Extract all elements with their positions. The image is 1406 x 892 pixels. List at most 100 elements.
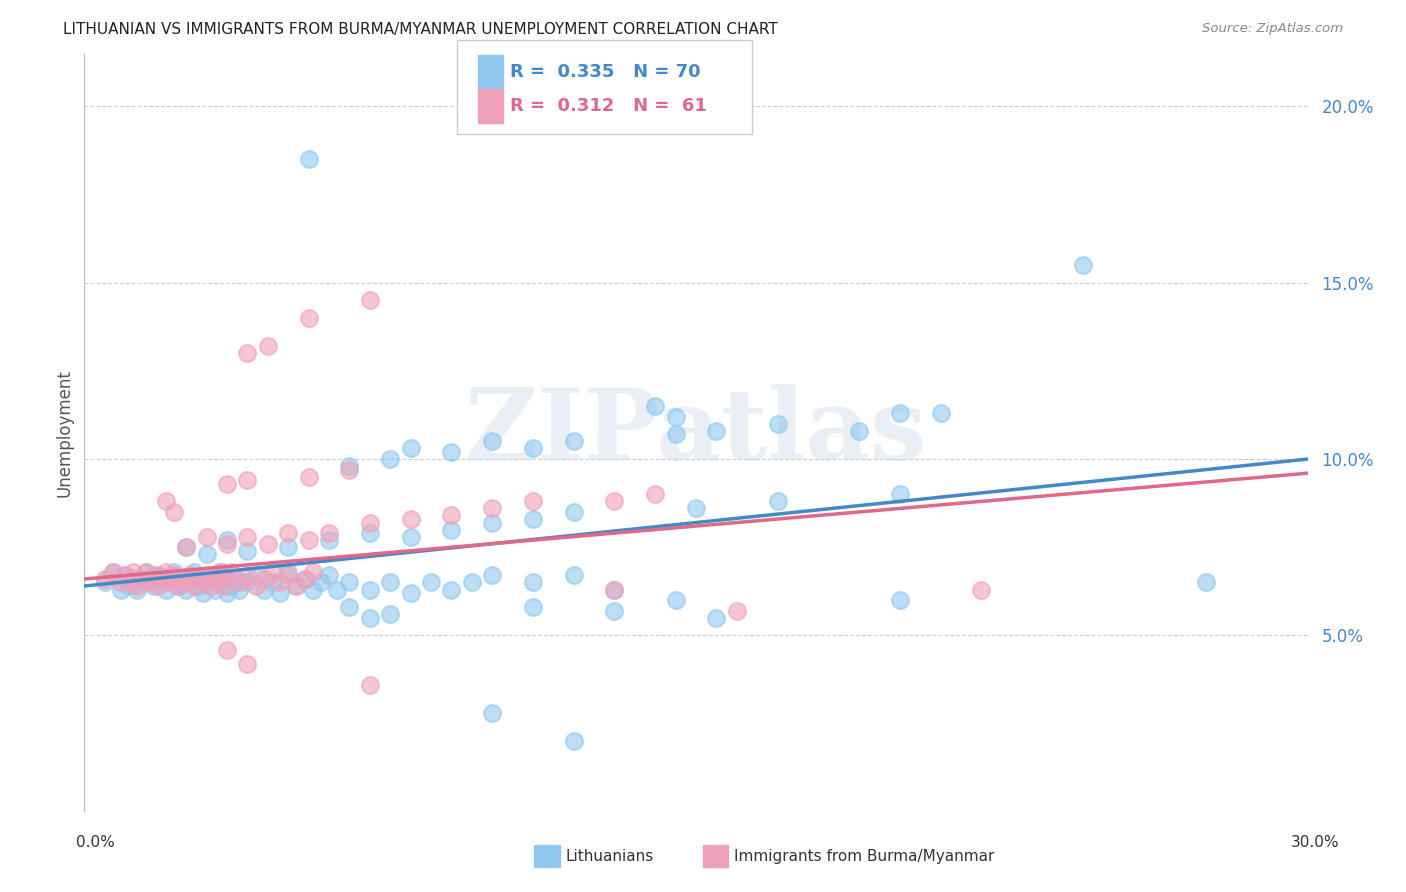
Point	[603, 582, 626, 597]
Point	[277, 565, 299, 579]
Point	[359, 293, 381, 308]
Point	[481, 706, 503, 720]
Point	[127, 582, 149, 597]
Point	[253, 572, 276, 586]
Point	[228, 582, 250, 597]
Point	[174, 575, 197, 590]
Point	[440, 523, 463, 537]
Point	[101, 565, 124, 579]
Point	[195, 547, 218, 561]
Point	[889, 406, 911, 420]
Point	[301, 582, 323, 597]
Point	[294, 572, 316, 586]
Point	[135, 565, 157, 579]
Point	[1073, 258, 1095, 272]
Point	[163, 565, 186, 579]
Point	[217, 572, 239, 586]
Point	[93, 572, 115, 586]
Point	[440, 508, 463, 523]
Point	[285, 579, 308, 593]
Point	[187, 572, 209, 586]
Point	[138, 572, 160, 586]
Point	[522, 512, 544, 526]
Point	[174, 540, 197, 554]
Point	[118, 579, 141, 593]
Point	[298, 469, 321, 483]
Point	[236, 657, 259, 671]
Point	[380, 452, 402, 467]
Point	[359, 582, 381, 597]
Point	[269, 586, 291, 600]
Point	[277, 568, 299, 582]
Point	[380, 575, 402, 590]
Point	[195, 568, 218, 582]
Point	[359, 516, 381, 530]
Point	[399, 442, 422, 456]
Text: 30.0%: 30.0%	[1291, 836, 1339, 850]
Point	[481, 568, 503, 582]
Point	[159, 575, 181, 590]
Point	[219, 579, 242, 593]
Point	[399, 586, 422, 600]
Point	[766, 494, 789, 508]
Point	[562, 505, 585, 519]
Point	[245, 568, 267, 582]
Point	[260, 575, 283, 590]
Point	[461, 575, 484, 590]
Point	[665, 427, 688, 442]
Point	[318, 568, 340, 582]
Point	[339, 575, 361, 590]
Point	[163, 568, 186, 582]
Point	[301, 565, 323, 579]
Point	[236, 473, 259, 487]
Point	[172, 575, 194, 590]
Point	[706, 424, 728, 438]
Point	[200, 568, 222, 582]
Point	[481, 516, 503, 530]
Point	[253, 582, 276, 597]
Point	[339, 600, 361, 615]
Point	[142, 579, 165, 593]
Point	[155, 565, 177, 579]
Point	[204, 572, 226, 586]
Point	[889, 593, 911, 607]
Point	[208, 575, 231, 590]
Point	[562, 734, 585, 748]
Point	[257, 339, 280, 353]
Point	[174, 582, 197, 597]
Point	[236, 543, 259, 558]
Point	[131, 575, 153, 590]
Point	[150, 575, 173, 590]
Point	[298, 311, 321, 326]
Point	[603, 582, 626, 597]
Text: R =  0.335   N = 70: R = 0.335 N = 70	[510, 62, 702, 80]
Point	[142, 568, 165, 582]
Point	[685, 501, 707, 516]
Point	[135, 565, 157, 579]
Point	[208, 565, 231, 579]
Point	[236, 346, 259, 360]
Point	[228, 575, 250, 590]
Point	[309, 575, 332, 590]
Point	[219, 565, 242, 579]
Point	[326, 582, 349, 597]
Point	[110, 582, 132, 597]
Point	[399, 530, 422, 544]
Point	[204, 582, 226, 597]
Point	[522, 442, 544, 456]
Point	[236, 575, 259, 590]
Point	[399, 512, 422, 526]
Text: Source: ZipAtlas.com: Source: ZipAtlas.com	[1202, 22, 1343, 36]
Point	[195, 530, 218, 544]
Point	[481, 501, 503, 516]
Text: Lithuanians: Lithuanians	[565, 849, 654, 863]
Point	[522, 575, 544, 590]
Point	[191, 575, 214, 590]
Point	[187, 579, 209, 593]
Point	[217, 642, 239, 657]
Point	[644, 399, 666, 413]
Point	[172, 572, 194, 586]
Point	[200, 579, 222, 593]
Point	[101, 565, 124, 579]
Point	[522, 600, 544, 615]
